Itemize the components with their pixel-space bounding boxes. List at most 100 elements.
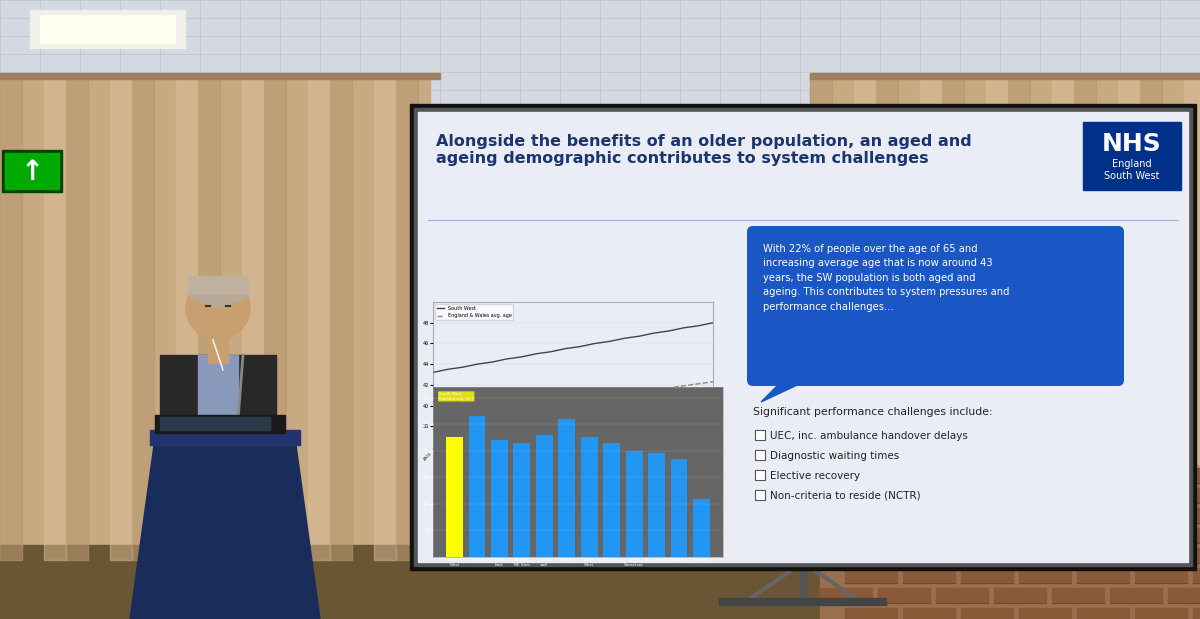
South West [499,355,514,363]
Bar [1019,568,1072,583]
England & Wales avg. age [588,394,602,402]
Bar [1008,75,1030,475]
Bar [40,15,175,43]
Bar [878,588,930,603]
Bar [942,75,964,475]
Bar [1084,122,1181,190]
Bar [352,75,374,560]
Bar [514,443,530,557]
Bar [446,438,463,557]
Bar [961,568,1013,583]
Bar [961,528,1013,543]
England & Wales avg. age [632,388,647,396]
South West [558,345,572,352]
Bar [1135,568,1187,583]
Legend: South West, England & Wales avg. age: South West, England & Wales avg. age [436,305,514,320]
Bar [1052,588,1104,603]
Bar [1078,568,1129,583]
England & Wales avg. age [617,391,631,398]
Text: England
South West: England South West [1104,159,1159,181]
Bar [845,608,898,619]
Bar [2,150,62,192]
Bar [1019,528,1072,543]
England & Wales avg. age [455,413,469,421]
Bar [936,508,988,523]
Bar [1110,468,1162,483]
Bar [469,416,486,557]
FancyBboxPatch shape [746,226,1124,386]
England & Wales avg. age [602,392,617,400]
Bar [1118,75,1140,475]
Bar [1162,75,1184,475]
Text: Non-criteria to reside (NCTR): Non-criteria to reside (NCTR) [770,491,920,501]
Bar [1193,608,1200,619]
Bar [1078,528,1129,543]
Bar [0,0,1200,110]
Bar [88,75,110,560]
Bar [1168,508,1200,523]
Line: South West: South West [433,322,713,373]
South West [529,350,544,358]
England & Wales avg. age [558,399,572,406]
South West [677,324,691,332]
Bar [208,328,228,363]
Bar [1052,468,1104,483]
Circle shape [186,276,250,340]
Bar [810,75,1200,475]
Bar [1110,548,1162,563]
Bar [132,75,154,560]
Bar [904,608,955,619]
Bar [66,75,88,560]
Bar [845,488,898,503]
Bar [648,453,665,557]
Bar [876,75,898,475]
South West [485,358,499,366]
England & Wales avg. age [706,378,720,386]
Line: England & Wales avg. age: England & Wales avg. age [433,382,713,421]
Bar [1184,75,1200,475]
Bar [961,488,1013,503]
Bar [22,75,44,560]
England & Wales avg. age [499,407,514,415]
Bar [176,75,198,560]
Bar [854,75,876,475]
Bar [264,75,286,560]
England & Wales avg. age [485,409,499,417]
Bar [242,75,264,560]
Bar [150,430,300,445]
England & Wales avg. age [677,382,691,389]
Bar [878,548,930,563]
Bar [1168,468,1200,483]
Bar [1052,75,1074,475]
Bar [188,276,248,294]
South West [574,343,588,350]
Bar [30,10,185,48]
Bar [1052,548,1104,563]
Bar [1110,588,1162,603]
Text: South West
England avg. 65+: South West England avg. 65+ [439,392,474,400]
Bar [964,75,986,475]
Bar [1078,608,1129,619]
Bar [160,417,270,430]
Bar [845,568,898,583]
Bar [155,415,286,433]
Bar [878,468,930,483]
Text: Significant performance challenges include:: Significant performance challenges inclu… [754,407,992,417]
England & Wales avg. age [574,397,588,404]
Bar [220,75,242,560]
Bar [820,465,1200,619]
Polygon shape [761,380,808,402]
Bar [1110,508,1162,523]
Polygon shape [130,438,320,619]
Bar [994,508,1046,523]
Bar [920,75,942,475]
Bar [692,498,710,557]
Bar [418,75,430,560]
Text: ↑: ↑ [20,158,43,186]
Text: Elective recovery: Elective recovery [770,471,860,481]
Bar [820,588,872,603]
Bar [308,75,330,560]
Bar [904,528,955,543]
FancyBboxPatch shape [755,470,766,480]
Bar [994,468,1046,483]
